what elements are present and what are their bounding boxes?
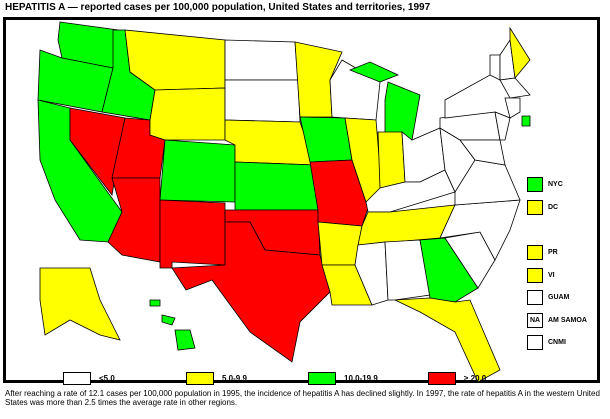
state-hi	[174, 329, 196, 351]
legend-item: <5.0	[63, 372, 115, 385]
footnote: After reaching a rate of 12.1 cases per …	[5, 389, 600, 407]
legend-swatch	[428, 372, 456, 385]
inset-cnmi: CNMI	[527, 335, 566, 350]
state-wy	[149, 87, 226, 141]
legend-label: 10.0-19.9	[344, 374, 378, 383]
state-az	[107, 177, 161, 263]
inset-vi: VI	[527, 268, 555, 283]
inset-dc: DC	[527, 200, 558, 215]
inset-label: VI	[548, 272, 555, 279]
state-ks	[234, 161, 319, 211]
legend-item: 5.0-9.9	[186, 372, 247, 385]
legend-label: 5.0-9.9	[222, 374, 247, 383]
inset-label: GUAM	[548, 294, 570, 301]
inset-label: CNMI	[548, 339, 566, 346]
inset-swatch	[527, 177, 543, 192]
state-ri	[521, 115, 531, 127]
state-mi	[384, 81, 421, 141]
state-ma	[499, 77, 531, 99]
state-fl	[394, 297, 501, 383]
state-ny	[444, 74, 511, 119]
state-tx	[171, 221, 331, 363]
inset-label: DC	[548, 204, 559, 211]
state-nv	[69, 107, 126, 196]
state-ar	[317, 221, 363, 266]
inset-swatch	[527, 335, 543, 350]
inset-label: AM SAMOA	[548, 317, 587, 324]
legend-swatch	[308, 372, 336, 385]
inset-pr: PR	[527, 245, 558, 260]
state-md	[459, 139, 506, 166]
inset-label: PR	[548, 249, 558, 256]
state-ga	[419, 237, 479, 303]
state-ak	[39, 267, 121, 341]
state-in	[377, 131, 406, 189]
state-nd	[224, 39, 299, 81]
state-mi	[348, 61, 400, 83]
state-nj	[494, 111, 511, 141]
inset-am-samoa: NA AM SAMOA	[527, 313, 587, 328]
inset-swatch	[527, 200, 543, 215]
legend-label: <5.0	[99, 374, 115, 383]
inset-swatch: NA	[527, 313, 543, 328]
state-al	[384, 239, 431, 301]
legend-item: 10.0-19.9	[308, 372, 378, 385]
map-title: HEPATITIS A — reported cases per 100,000…	[5, 2, 431, 13]
inset-swatch	[527, 268, 543, 283]
inset-label: NYC	[548, 181, 563, 188]
legend-swatch	[186, 372, 214, 385]
map-frame	[3, 17, 600, 383]
state-hi	[161, 314, 176, 326]
legend-label: ≥ 20.0	[464, 374, 487, 383]
state-sd	[224, 79, 301, 123]
inset-nyc: NYC	[527, 177, 563, 192]
legend-item: ≥ 20.0	[428, 372, 486, 385]
state-ct	[504, 97, 521, 119]
inset-swatch	[527, 245, 543, 260]
state-hi	[149, 299, 161, 307]
state-ne	[224, 119, 316, 166]
legend-swatch	[63, 372, 91, 385]
inset-guam: GUAM	[527, 290, 569, 305]
inset-swatch	[527, 290, 543, 305]
state-me	[509, 26, 531, 79]
state-co	[159, 139, 236, 203]
state-la	[321, 264, 373, 306]
state-nm	[159, 199, 226, 269]
state-ms	[354, 241, 389, 306]
